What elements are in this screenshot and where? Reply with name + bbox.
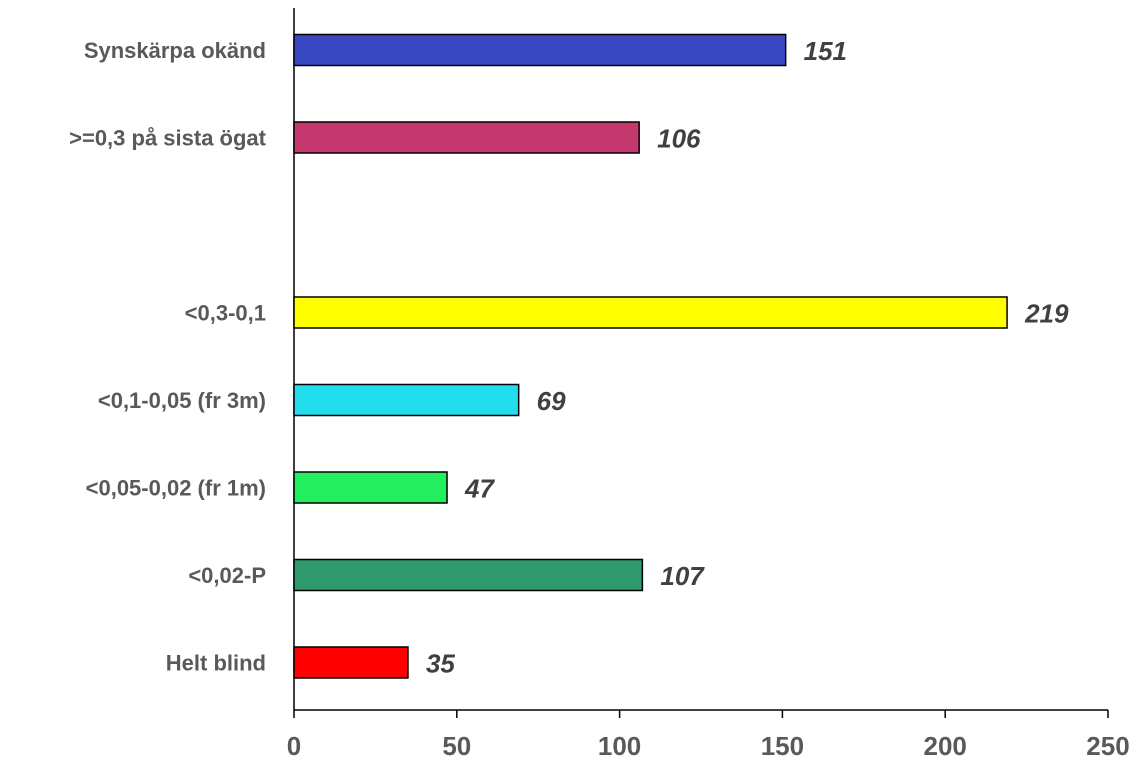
value-label: 47 [464,474,495,504]
bar [293,646,409,679]
value-label: 219 [1024,299,1069,329]
x-tick-label: 250 [1086,731,1129,761]
category-label: <0,02-P [188,563,266,588]
category-label: <0,3-0,1 [185,301,266,326]
category-label: >=0,3 på sista ögat [69,126,267,151]
bar [293,296,1008,329]
bar [293,33,787,67]
value-label: 69 [537,386,566,416]
x-tick-label: 200 [924,731,967,761]
value-label: 107 [660,561,705,591]
bar [293,558,644,592]
category-label: Synskärpa okänd [84,38,266,63]
category-label: Helt blind [166,651,266,676]
category-label: <0,05-0,02 (fr 1m) [86,476,266,501]
bar [293,121,640,154]
bar [293,383,520,417]
x-tick-label: 150 [761,731,804,761]
value-label: 35 [426,649,455,679]
x-tick-label: 100 [598,731,641,761]
bar [293,471,448,504]
x-tick-label: 50 [442,731,471,761]
value-label: 106 [657,124,701,154]
x-tick-label: 0 [287,731,301,761]
category-label: <0,1-0,05 (fr 3m) [98,388,266,413]
value-label: 151 [804,36,847,66]
